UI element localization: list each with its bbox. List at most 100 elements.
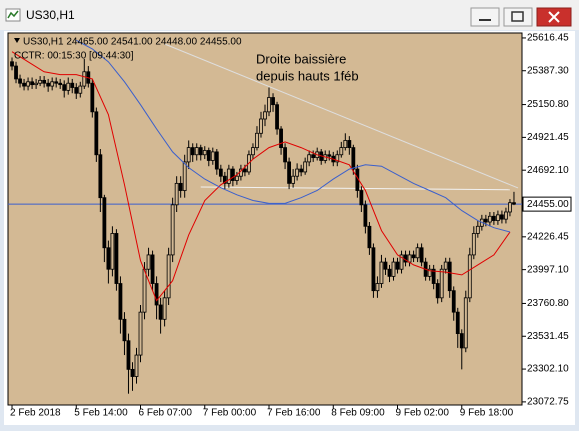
candle-body xyxy=(500,214,504,220)
candle-body xyxy=(42,79,47,84)
candle-body xyxy=(34,82,39,86)
candle-body xyxy=(102,197,107,249)
candle-body xyxy=(375,283,380,292)
candle-body xyxy=(243,168,247,173)
candle-body xyxy=(415,247,420,259)
y-tick-label: 23302.10 xyxy=(527,364,569,375)
candle-body xyxy=(66,82,71,91)
window-icon-graph xyxy=(7,10,19,19)
candle-body xyxy=(471,233,476,256)
y-tick-label: 25616.45 xyxy=(527,33,569,44)
candle-body xyxy=(379,261,384,284)
candle-body xyxy=(10,61,14,67)
candle-body xyxy=(255,132,259,149)
candle-body xyxy=(363,204,368,227)
annotation: Droite baissière xyxy=(256,51,346,66)
candle-body xyxy=(367,225,372,249)
price-tag-label: 24455.00 xyxy=(527,199,569,210)
candle-body xyxy=(58,82,63,86)
candle-body xyxy=(267,97,271,113)
candle-body xyxy=(399,254,404,270)
y-tick-label: 23072.75 xyxy=(527,397,569,408)
candle-body xyxy=(162,297,167,320)
candle-body xyxy=(182,161,187,191)
candle-body xyxy=(38,79,43,84)
candle-body xyxy=(62,84,67,91)
maximize-button[interactable] xyxy=(503,7,533,27)
candle-body xyxy=(226,168,231,184)
candle-body xyxy=(455,311,460,335)
candle-body xyxy=(279,128,283,149)
candle-body xyxy=(491,215,496,221)
candle-body xyxy=(170,204,175,256)
candle-body xyxy=(110,233,115,270)
candle-body xyxy=(395,261,400,270)
candle-body xyxy=(463,297,468,349)
candle-body xyxy=(218,168,223,177)
candle-body xyxy=(178,182,183,191)
candle-body xyxy=(74,87,79,94)
trendline xyxy=(164,43,519,189)
candle-body xyxy=(291,175,296,184)
candle-body xyxy=(387,268,392,277)
candle-body xyxy=(134,354,139,377)
candle-body xyxy=(327,154,332,157)
candle-body xyxy=(194,147,199,156)
candle-body xyxy=(70,82,75,88)
candle-body xyxy=(359,190,364,206)
candle-body xyxy=(251,147,255,156)
price-tag xyxy=(522,196,572,212)
candle-body xyxy=(174,182,179,206)
candle-body xyxy=(371,247,376,292)
candle-body xyxy=(118,283,123,320)
candle-body xyxy=(427,268,432,277)
candle-body xyxy=(459,333,464,349)
candle-body xyxy=(343,140,348,149)
candle-body xyxy=(150,254,155,284)
candle-body xyxy=(94,111,99,156)
candle-body xyxy=(391,261,396,277)
x-tick-label: 7 Feb 00:00 xyxy=(203,408,257,419)
candle-body xyxy=(50,81,55,87)
y-tick-label: 24692.10 xyxy=(527,165,569,176)
candle-body xyxy=(26,81,30,87)
candle-body xyxy=(190,147,195,156)
candle-body xyxy=(411,254,416,259)
y-tick-label: 23760.80 xyxy=(527,298,569,309)
candle-body xyxy=(475,225,480,234)
candle-body xyxy=(202,150,207,156)
candle-body xyxy=(78,85,83,94)
moving-average xyxy=(11,51,511,302)
candle-body xyxy=(106,247,111,270)
candle-body xyxy=(303,161,308,173)
candle-body xyxy=(18,78,22,84)
candle-body xyxy=(419,247,424,263)
candle-body xyxy=(126,340,131,370)
y-tick-label: 25387.30 xyxy=(527,65,569,76)
candle-body xyxy=(122,318,127,342)
trendline xyxy=(200,186,510,191)
candle-body xyxy=(407,254,412,263)
candle-body xyxy=(98,154,103,199)
info-marker xyxy=(14,38,20,43)
y-tick-label: 24226.45 xyxy=(527,231,569,242)
timer-line: CCTR: 00:15:30 [09:44:30] xyxy=(14,51,134,62)
x-tick-label: 8 Feb 09:00 xyxy=(331,408,385,419)
candle-body xyxy=(82,71,87,87)
x-tick-label: 9 Feb 02:00 xyxy=(396,408,450,419)
x-tick-label: 7 Feb 16:00 xyxy=(267,408,321,419)
plot-area xyxy=(7,32,523,406)
x-tick-label: 2 Feb 2018 xyxy=(10,408,61,419)
candle-body xyxy=(504,211,508,220)
minimize-button[interactable] xyxy=(470,7,500,27)
annotation: depuis hauts 1féb xyxy=(256,68,359,83)
candle-body xyxy=(435,283,440,299)
candle-body xyxy=(508,202,512,213)
candle-body xyxy=(487,215,492,223)
candle-body xyxy=(512,202,516,205)
candle-body xyxy=(210,151,215,161)
candle-body xyxy=(347,140,352,149)
candle-body xyxy=(271,97,275,106)
candle-body xyxy=(311,154,316,159)
candle-body xyxy=(431,268,436,284)
